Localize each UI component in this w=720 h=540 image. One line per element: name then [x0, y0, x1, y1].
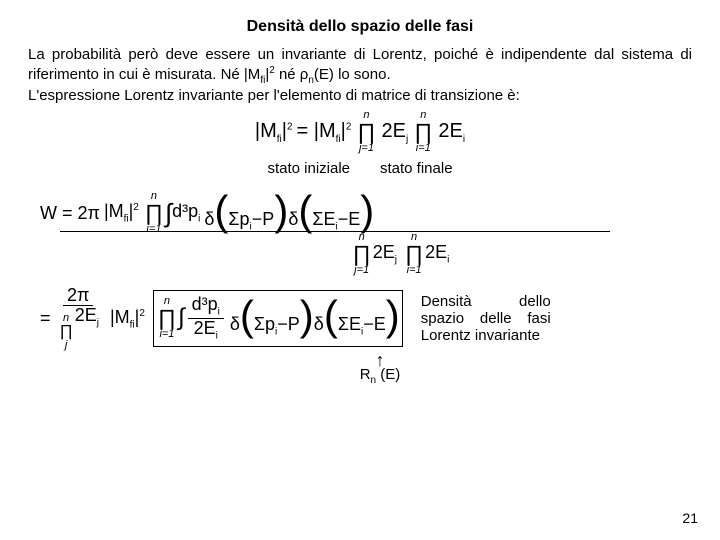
f2-prod-den1: n∏j=1: [353, 232, 371, 276]
f2-2ej: 2Ej: [373, 242, 397, 266]
f1-2ej: 2Ej: [382, 120, 409, 145]
page-title: Densità dello spazio delle fasi: [0, 0, 720, 46]
f1-prod2: n ∏ i=1: [414, 110, 432, 154]
formula-1: |Mfi|2 = |Mfi|2 n ∏ j=1 2Ej n ∏ i=1 2Ei: [0, 106, 720, 158]
page-number: 21: [682, 510, 698, 526]
f2-delta-p: δ(Σpi−P): [204, 194, 288, 233]
rn-label: Rn (E): [360, 366, 401, 386]
arrow-up-icon: ↑: [376, 355, 385, 366]
f2-delta-e: δ(ΣEi−E): [288, 194, 374, 233]
f2-2ei: 2Ei: [425, 242, 449, 266]
f3-boxed: n∏i=1 ∫ d³pi 2Ei δ(Σpi−P) δ(ΣEi−E): [153, 290, 403, 347]
f1-rhs: = |Mfi|2: [297, 120, 352, 145]
f2-mfi: |Mfi|2: [104, 201, 139, 225]
p1-cont: né ρ: [275, 66, 309, 83]
state-labels: stato iniziale stato finale: [0, 158, 720, 185]
label-initial: stato iniziale: [267, 160, 350, 177]
rn-pointer: ↑ Rn (E): [0, 355, 720, 386]
f3-eq: =: [40, 308, 51, 329]
density-label: Densità dello spazio delle fasi Lorentz …: [421, 293, 551, 345]
f3-frac1: 2π n∏j2Ej: [54, 286, 103, 351]
f2-prod-den2: n∏i=1: [405, 232, 423, 276]
paragraph-1: La probabilità però deve essere un invar…: [0, 46, 720, 87]
formula-3-row: = 2π n∏j2Ej |Mfi|2 n∏i=1 ∫ d³pi 2Ei δ(Σp…: [0, 286, 720, 351]
formula-2: W = 2π |Mfi|2 n∏i=1 ∫ d³pi δ(Σpi−P) δ(ΣE…: [0, 191, 720, 235]
f1-prod1: n ∏ j=1: [357, 110, 375, 154]
p1-cont2: (E) lo sono.: [314, 66, 391, 83]
formula-2-den: n∏j=1 2Ej n∏i=1 2Ei: [60, 231, 610, 276]
f2-d3p: d³pi: [172, 201, 200, 225]
f3-mfi: |Mfi|2: [110, 307, 145, 331]
f2-W: W = 2π: [40, 203, 100, 224]
formula-3: = 2π n∏j2Ej |Mfi|2 n∏i=1 ∫ d³pi 2Ei δ(Σp…: [0, 286, 403, 351]
f1-lhs: |Mfi|2: [255, 120, 293, 145]
label-final: stato finale: [380, 160, 453, 177]
f1-2ei: 2Ei: [438, 120, 465, 145]
f2-prod-int: n∏i=1: [145, 191, 163, 235]
paragraph-2: L'espressione Lorentz invariante per l'e…: [0, 87, 720, 106]
